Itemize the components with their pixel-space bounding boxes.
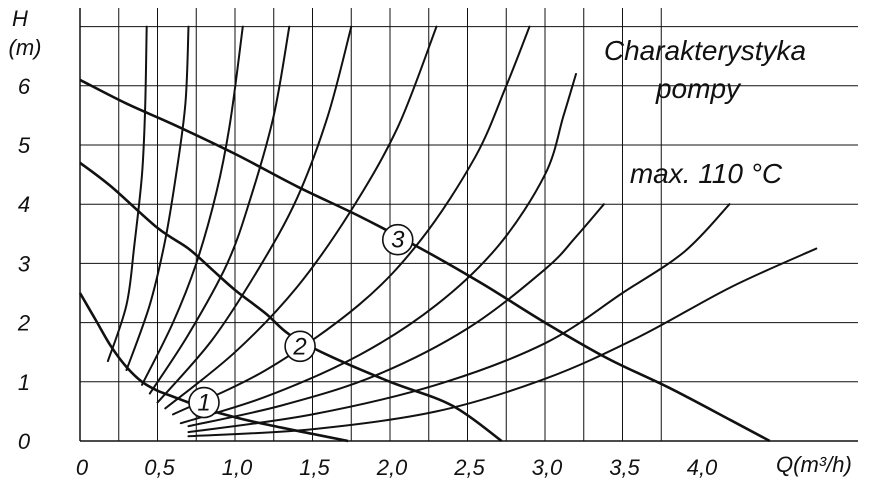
temperature-annotation: max. 110 °C (630, 158, 783, 189)
operating-point-markers: 1 2 3 (188, 223, 414, 419)
y-tick-label: 2 (17, 311, 30, 336)
operating-point-label: 1 (197, 390, 210, 417)
y-axis-label-line2: (m) (9, 35, 42, 60)
system-curve (187, 203, 605, 428)
grid (80, 8, 858, 441)
x-tick-label: 0,5 (144, 455, 175, 480)
x-tick-label: 3,5 (609, 455, 640, 480)
system-curves (106, 25, 818, 438)
chart-title-line1: Charakterystyka (604, 35, 806, 66)
axes-frame (79, 8, 858, 442)
system-curve (156, 25, 353, 404)
x-tick-label: 3,0 (532, 455, 563, 480)
system-curve (187, 247, 818, 438)
operating-point-circle (284, 330, 316, 363)
operating-point-circle (381, 223, 414, 256)
system-curve (172, 25, 531, 416)
y-tick-label: 5 (18, 133, 31, 158)
y-tick-label: 4 (18, 192, 30, 217)
y-tick-label: 0 (18, 429, 31, 454)
x-tick-label: 4,0 (687, 455, 718, 480)
system-curve (164, 25, 438, 410)
pump-curve-3 (79, 78, 771, 443)
pump-curve-2 (79, 161, 503, 443)
chart-title-line2: pompy (655, 73, 742, 104)
y-tick-label: 1 (18, 370, 30, 395)
operating-point-3: 3 (381, 223, 414, 256)
pump-curve-1 (78, 292, 349, 443)
tick-labels: 0 0,5 1,0 1,5 2,0 2,5 3,0 3,5 4,0 0 1 2 3 4 5 6 (17, 74, 718, 480)
y-tick-label: 3 (18, 251, 31, 276)
x-axis-label: Q(m³/h) (776, 452, 852, 477)
system-curve (187, 203, 731, 434)
system-curve (179, 73, 577, 425)
system-curve (148, 25, 291, 395)
x-tick-label: 2,5 (453, 455, 485, 480)
x-tick-label: 2,0 (376, 455, 408, 480)
y-axis-label-line1: H (12, 6, 28, 31)
operating-point-2: 2 (284, 330, 316, 363)
y-tick-label: 6 (18, 74, 31, 99)
pump-curves (78, 78, 771, 443)
operating-point-circle (188, 386, 220, 419)
system-curve (125, 25, 190, 371)
system-curve (141, 25, 244, 386)
operating-point-label: 3 (391, 227, 405, 254)
x-tick-label: 1,5 (299, 455, 330, 480)
system-curve (106, 25, 148, 363)
x-tick-label: 1,0 (222, 455, 253, 480)
operating-point-label: 2 (292, 333, 306, 360)
operating-point-1: 1 (188, 386, 220, 419)
x-tick-label: 0 (76, 455, 89, 480)
